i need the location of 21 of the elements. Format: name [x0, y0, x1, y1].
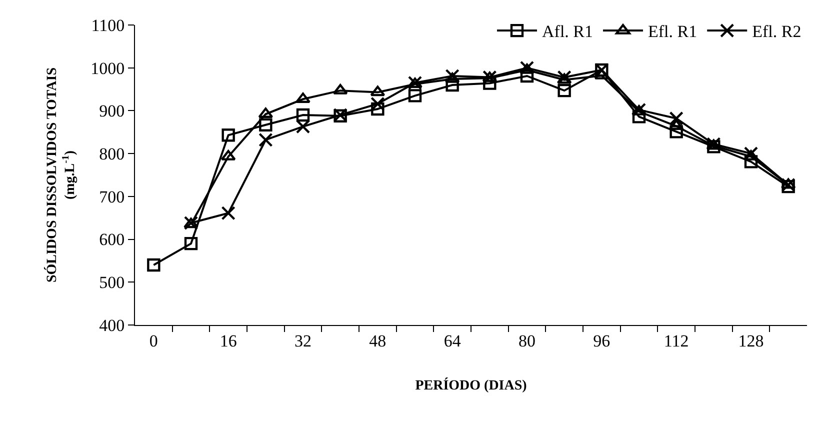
x-tick-label: 64: [444, 331, 462, 350]
y-tick-label: 1000: [90, 58, 125, 78]
y-tick-label: 600: [99, 230, 125, 250]
y-tick-label: 800: [99, 144, 125, 164]
y-tick-label: 1100: [91, 16, 125, 35]
x-tick-label: 32: [294, 331, 312, 350]
x-tick-label: 0: [149, 331, 158, 350]
x-tick-label: 96: [593, 331, 610, 350]
x-tick-label: 80: [518, 331, 536, 350]
y-tick-label: 900: [99, 102, 125, 121]
y-tick-label: 700: [99, 187, 125, 206]
legend-label: Afl. R1: [542, 22, 593, 42]
x-tick-label: 48: [369, 331, 386, 350]
legend-label: Efl. R1: [648, 22, 698, 42]
legend-label: Efl. R2: [752, 22, 802, 42]
x-tick-label: 16: [220, 331, 237, 350]
y-tick-label: 400: [99, 316, 125, 335]
x-tick-label: 128: [738, 331, 764, 350]
y-tick-label: 500: [99, 273, 125, 292]
x-tick-label: 112: [664, 331, 689, 350]
x-axis-title: PERÍODO (DIAS): [415, 376, 528, 394]
